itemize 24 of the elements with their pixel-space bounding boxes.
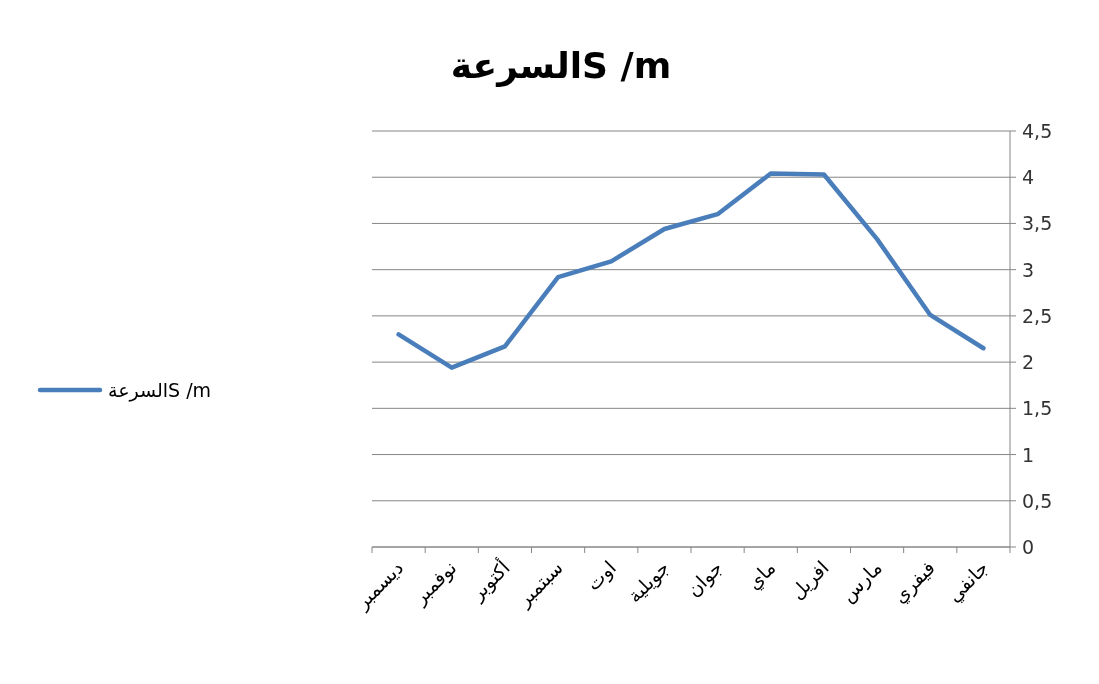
- y-tick-label: 1,5: [1022, 397, 1053, 420]
- y-tick-label: 2,5: [1022, 304, 1053, 327]
- y-tick-label: 1: [1022, 443, 1035, 466]
- y-tick-label: 3: [1022, 258, 1035, 281]
- x-tick-label: جويلية: [623, 556, 674, 608]
- x-tick-label: فيفري: [888, 556, 940, 608]
- y-tick-label: 4,5: [1022, 120, 1053, 142]
- y-tick-label: 4: [1022, 166, 1035, 189]
- x-tick-label: جوان: [682, 556, 728, 602]
- x-tick-label: جانفي: [942, 556, 993, 607]
- x-tick-label: ديسمبر: [350, 556, 409, 615]
- x-tick-label: افريل: [785, 556, 834, 605]
- y-tick-label: 3,5: [1022, 212, 1053, 235]
- legend-label: السرعةS /m: [108, 379, 212, 402]
- y-tick-label: 0: [1022, 536, 1035, 558]
- x-tick-label: أكتوبر: [464, 555, 515, 606]
- x-tick-label: نوفمبر: [407, 556, 462, 610]
- x-tick-label: اوت: [581, 556, 621, 596]
- title: السرعةS /m: [450, 45, 672, 86]
- x-tick-label: سبتمبر: [512, 556, 568, 612]
- y-tick-label: 0,5: [1022, 489, 1053, 512]
- y-tick-label: 2: [1022, 351, 1035, 374]
- x-tick-label: مارس: [836, 556, 887, 607]
- x-tick-label: ماي: [742, 556, 781, 595]
